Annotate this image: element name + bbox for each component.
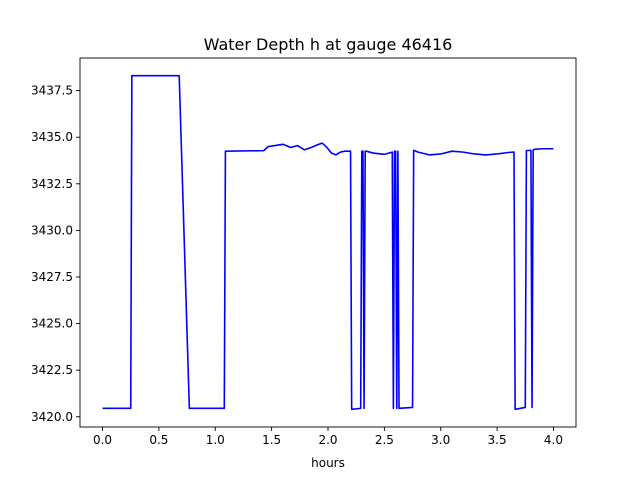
x-tick-label: 1.0 bbox=[206, 433, 225, 447]
y-tick-label: 3430.0 bbox=[31, 223, 73, 237]
x-tick-label: 2.5 bbox=[375, 433, 394, 447]
x-axis-label: hours bbox=[311, 456, 345, 470]
x-tick-label: 4.0 bbox=[544, 433, 563, 447]
axes: 0.0 0.5 1.0 1.5 2.0 2.5 3.0 3.5 4.0 3420.0 3422.5 3… bbox=[31, 57, 577, 447]
y-tick-label: 3422.5 bbox=[31, 363, 73, 377]
x-tick-label: 3.0 bbox=[431, 433, 450, 447]
series-line-0 bbox=[102, 74, 554, 411]
y-tick-label: 3435.0 bbox=[31, 130, 73, 144]
y-tick-label: 3432.5 bbox=[31, 177, 73, 191]
x-tick-label: 3.5 bbox=[488, 433, 507, 447]
y-tick-label: 3437.5 bbox=[31, 84, 73, 98]
y-tick-label: 3425.0 bbox=[31, 317, 73, 331]
x-tick-label: 2.0 bbox=[318, 433, 337, 447]
chart-title: Water Depth h at gauge 46416 bbox=[204, 35, 453, 54]
x-tick-label: 0.5 bbox=[149, 433, 168, 447]
plot-area bbox=[102, 74, 554, 411]
y-tick-label: 3420.0 bbox=[31, 410, 73, 424]
x-tick-label: 1.5 bbox=[262, 433, 281, 447]
x-tick-label: 0.0 bbox=[93, 433, 112, 447]
y-tick-label: 3427.5 bbox=[31, 270, 73, 284]
